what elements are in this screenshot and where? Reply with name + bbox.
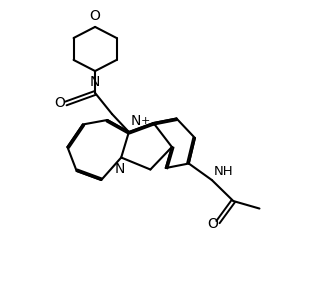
Text: N: N bbox=[114, 162, 125, 176]
Text: O: O bbox=[54, 96, 65, 111]
Text: N: N bbox=[131, 114, 141, 128]
Text: +: + bbox=[140, 116, 150, 126]
Text: N: N bbox=[90, 75, 100, 89]
Text: O: O bbox=[207, 217, 218, 231]
Text: O: O bbox=[90, 9, 100, 23]
Text: NH: NH bbox=[214, 165, 234, 178]
